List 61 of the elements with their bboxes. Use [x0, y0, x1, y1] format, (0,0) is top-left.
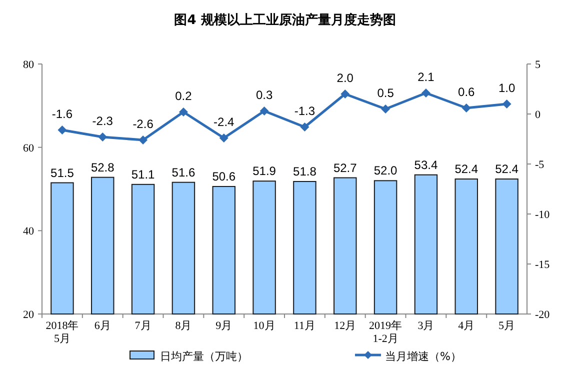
data-label: 51.5 — [50, 166, 74, 180]
point — [98, 132, 108, 142]
data-label: 52.4 — [454, 162, 478, 176]
data-label: -2.6 — [132, 117, 154, 131]
x-tick-label: 7月 — [134, 320, 152, 332]
x-tick-label: 10月 — [253, 320, 276, 332]
x-tick-label: 8月 — [175, 320, 192, 332]
x-tick-label: 11月 — [294, 320, 316, 332]
y-tick-label: 60 — [23, 142, 34, 154]
data-label: 50.6 — [212, 170, 236, 184]
point — [58, 126, 67, 134]
chart-title: 图4 规模以上工业原油产量月度走势图 — [174, 12, 396, 28]
point — [502, 100, 512, 108]
x-tick-label: 2019年 1-2月 — [369, 320, 402, 345]
data-label: -2.4 — [214, 115, 235, 129]
point — [462, 104, 471, 112]
legend-label: 日均产量（万吨） — [160, 350, 248, 363]
y2-tick-label: 0 — [535, 109, 541, 121]
x-tick-label: 2018年 5月 — [46, 320, 79, 345]
y-tick-label: 20 — [23, 309, 34, 321]
data-label: 2.1 — [418, 70, 435, 84]
point — [219, 134, 228, 142]
data-label: -1.6 — [52, 107, 73, 121]
y2-tick-label: -10 — [535, 209, 550, 221]
data-label: 52.0 — [374, 164, 398, 178]
y-tick-label: 40 — [23, 226, 34, 238]
data-label: 0.3 — [256, 88, 273, 102]
point — [340, 90, 350, 98]
point — [260, 106, 269, 116]
data-label: 52.8 — [90, 160, 115, 174]
data-label: 51.1 — [131, 167, 156, 182]
data-label: 51.6 — [172, 165, 196, 180]
point — [300, 122, 310, 132]
x-tick-label: 4月 — [458, 320, 475, 332]
data-label: 2.0 — [336, 71, 354, 85]
data-label: 0.5 — [377, 86, 394, 100]
point — [178, 108, 188, 116]
data-label: 0.6 — [458, 85, 476, 99]
data-label: -2.3 — [92, 114, 114, 128]
data-label: -1.3 — [294, 104, 316, 118]
data-label: 1.0 — [498, 81, 516, 95]
y2-tick-label: -15 — [535, 259, 550, 271]
point — [381, 104, 390, 114]
x-tick-label: 5月 — [498, 320, 516, 332]
x-tick-label: 6月 — [94, 320, 111, 332]
legend-label: 当月增速（%） — [385, 350, 462, 363]
point — [421, 88, 430, 98]
x-tick-label: 3月 — [418, 320, 434, 332]
y-tick-label: 80 — [23, 59, 34, 71]
x-tick-label: 12月 — [334, 320, 356, 332]
data-label: 51.9 — [252, 164, 276, 178]
data-label: 52.4 — [495, 162, 519, 176]
y2-tick-label: 5 — [535, 59, 541, 71]
y2-tick-label: -20 — [535, 309, 550, 321]
y2-tick-label: -5 — [535, 159, 545, 171]
data-label: 52.7 — [333, 160, 358, 175]
x-tick-label: 9月 — [216, 320, 232, 332]
point — [138, 136, 148, 144]
data-label: 51.8 — [293, 164, 317, 178]
data-label: 53.4 — [414, 158, 438, 172]
data-label: 0.2 — [175, 89, 192, 103]
